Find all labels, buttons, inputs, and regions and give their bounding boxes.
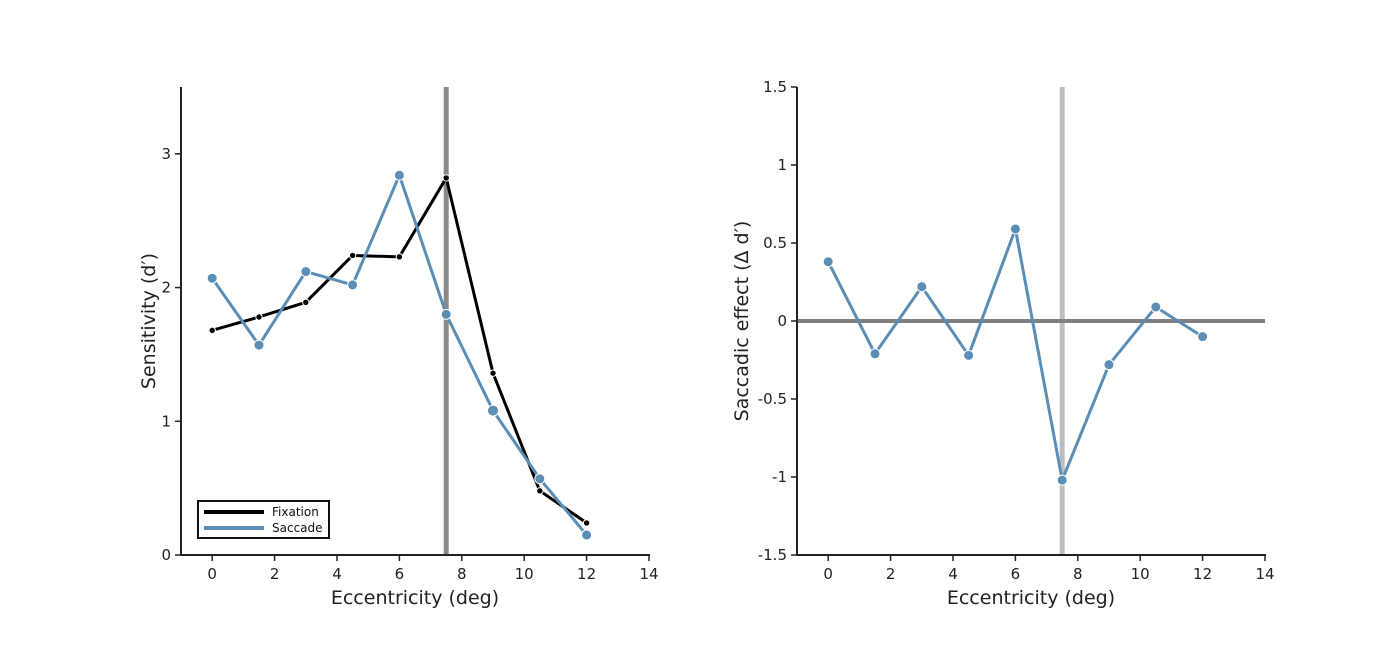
y-tick-label: 1.5	[763, 78, 787, 96]
y-tick-label: 1	[777, 156, 787, 174]
legend-label-saccade: Saccade	[272, 521, 323, 535]
y-tick-label: 3	[161, 145, 171, 163]
x-tick-label: 14	[1255, 565, 1274, 583]
y-tick-label: 1	[161, 412, 171, 430]
data-point-effect	[1197, 331, 1209, 343]
data-point-saccade	[534, 473, 546, 485]
x-tick-label: 4	[332, 565, 342, 583]
data-point-fixation	[536, 487, 544, 495]
x-tick-label: 12	[1193, 565, 1212, 583]
y-tick-label: 0	[161, 546, 171, 564]
x-axis-label: Eccentricity (deg)	[331, 587, 499, 609]
data-point-effect	[1103, 359, 1115, 371]
data-point-effect	[963, 349, 975, 361]
data-point-saccade	[253, 339, 265, 351]
x-tick-label: 8	[1073, 565, 1083, 583]
x-tick-label: 12	[577, 565, 596, 583]
data-point-fixation	[302, 298, 310, 306]
saccadic-effect-panel: 0 2 4 6 8 10 12 14 -1.5 -1 -0.5 0 0.5 1 1.5 Eccentricit…	[731, 78, 1275, 609]
y-axis-label: Saccadic effect (Δ d′)	[731, 221, 753, 422]
x-tick-label: 14	[639, 565, 658, 583]
data-point-effect	[869, 348, 881, 360]
x-tick-label: 2	[270, 565, 280, 583]
x-tick-label: 10	[1131, 565, 1150, 583]
data-point-saccade	[206, 272, 218, 284]
x-tick-label: 6	[395, 565, 405, 583]
y-tick-label: -0.5	[758, 390, 787, 408]
data-point-fixation	[208, 326, 216, 335]
data-point-fixation	[395, 253, 404, 261]
data-point-saccade	[347, 279, 359, 291]
legend-box	[197, 500, 330, 539]
x-tick-label: 6	[1011, 565, 1021, 583]
data-point-effect	[822, 256, 834, 268]
y-tick-label: -1.5	[758, 546, 787, 564]
y-tick-label: -1	[772, 468, 787, 486]
data-point-fixation	[255, 313, 263, 321]
x-tick-label: 0	[823, 565, 833, 583]
data-point-saccade	[487, 404, 499, 417]
data-point-saccade	[440, 308, 452, 320]
data-point-saccade	[393, 169, 405, 181]
series-line-fixation	[211, 176, 588, 525]
data-point-saccade	[300, 266, 312, 278]
data-point-saccade	[581, 529, 593, 541]
legend-label-fixation: Fixation	[272, 505, 319, 519]
data-point-effect	[916, 281, 928, 293]
x-tick-label: 8	[457, 565, 467, 583]
series-line-effect	[826, 227, 1204, 482]
y-tick-label: 0	[777, 312, 787, 330]
data-point-fixation	[582, 519, 591, 527]
data-point-fixation	[442, 174, 450, 182]
x-tick-label: 4	[948, 565, 958, 583]
data-point-effect	[1009, 223, 1021, 235]
x-axis-label: Eccentricity (deg)	[947, 587, 1115, 609]
x-tick-label: 0	[207, 565, 217, 583]
x-tick-label: 10	[515, 565, 534, 583]
x-tick-label: 2	[886, 565, 896, 583]
data-point-fixation	[489, 369, 497, 377]
y-tick-label: 0.5	[763, 234, 787, 252]
series-line-saccade	[210, 173, 588, 536]
y-tick-label: 2	[161, 279, 171, 297]
data-point-effect	[1056, 474, 1068, 486]
data-point-fixation	[348, 251, 357, 260]
y-axis-label: Sensitivity (d′)	[138, 253, 160, 389]
data-point-effect	[1150, 301, 1162, 313]
